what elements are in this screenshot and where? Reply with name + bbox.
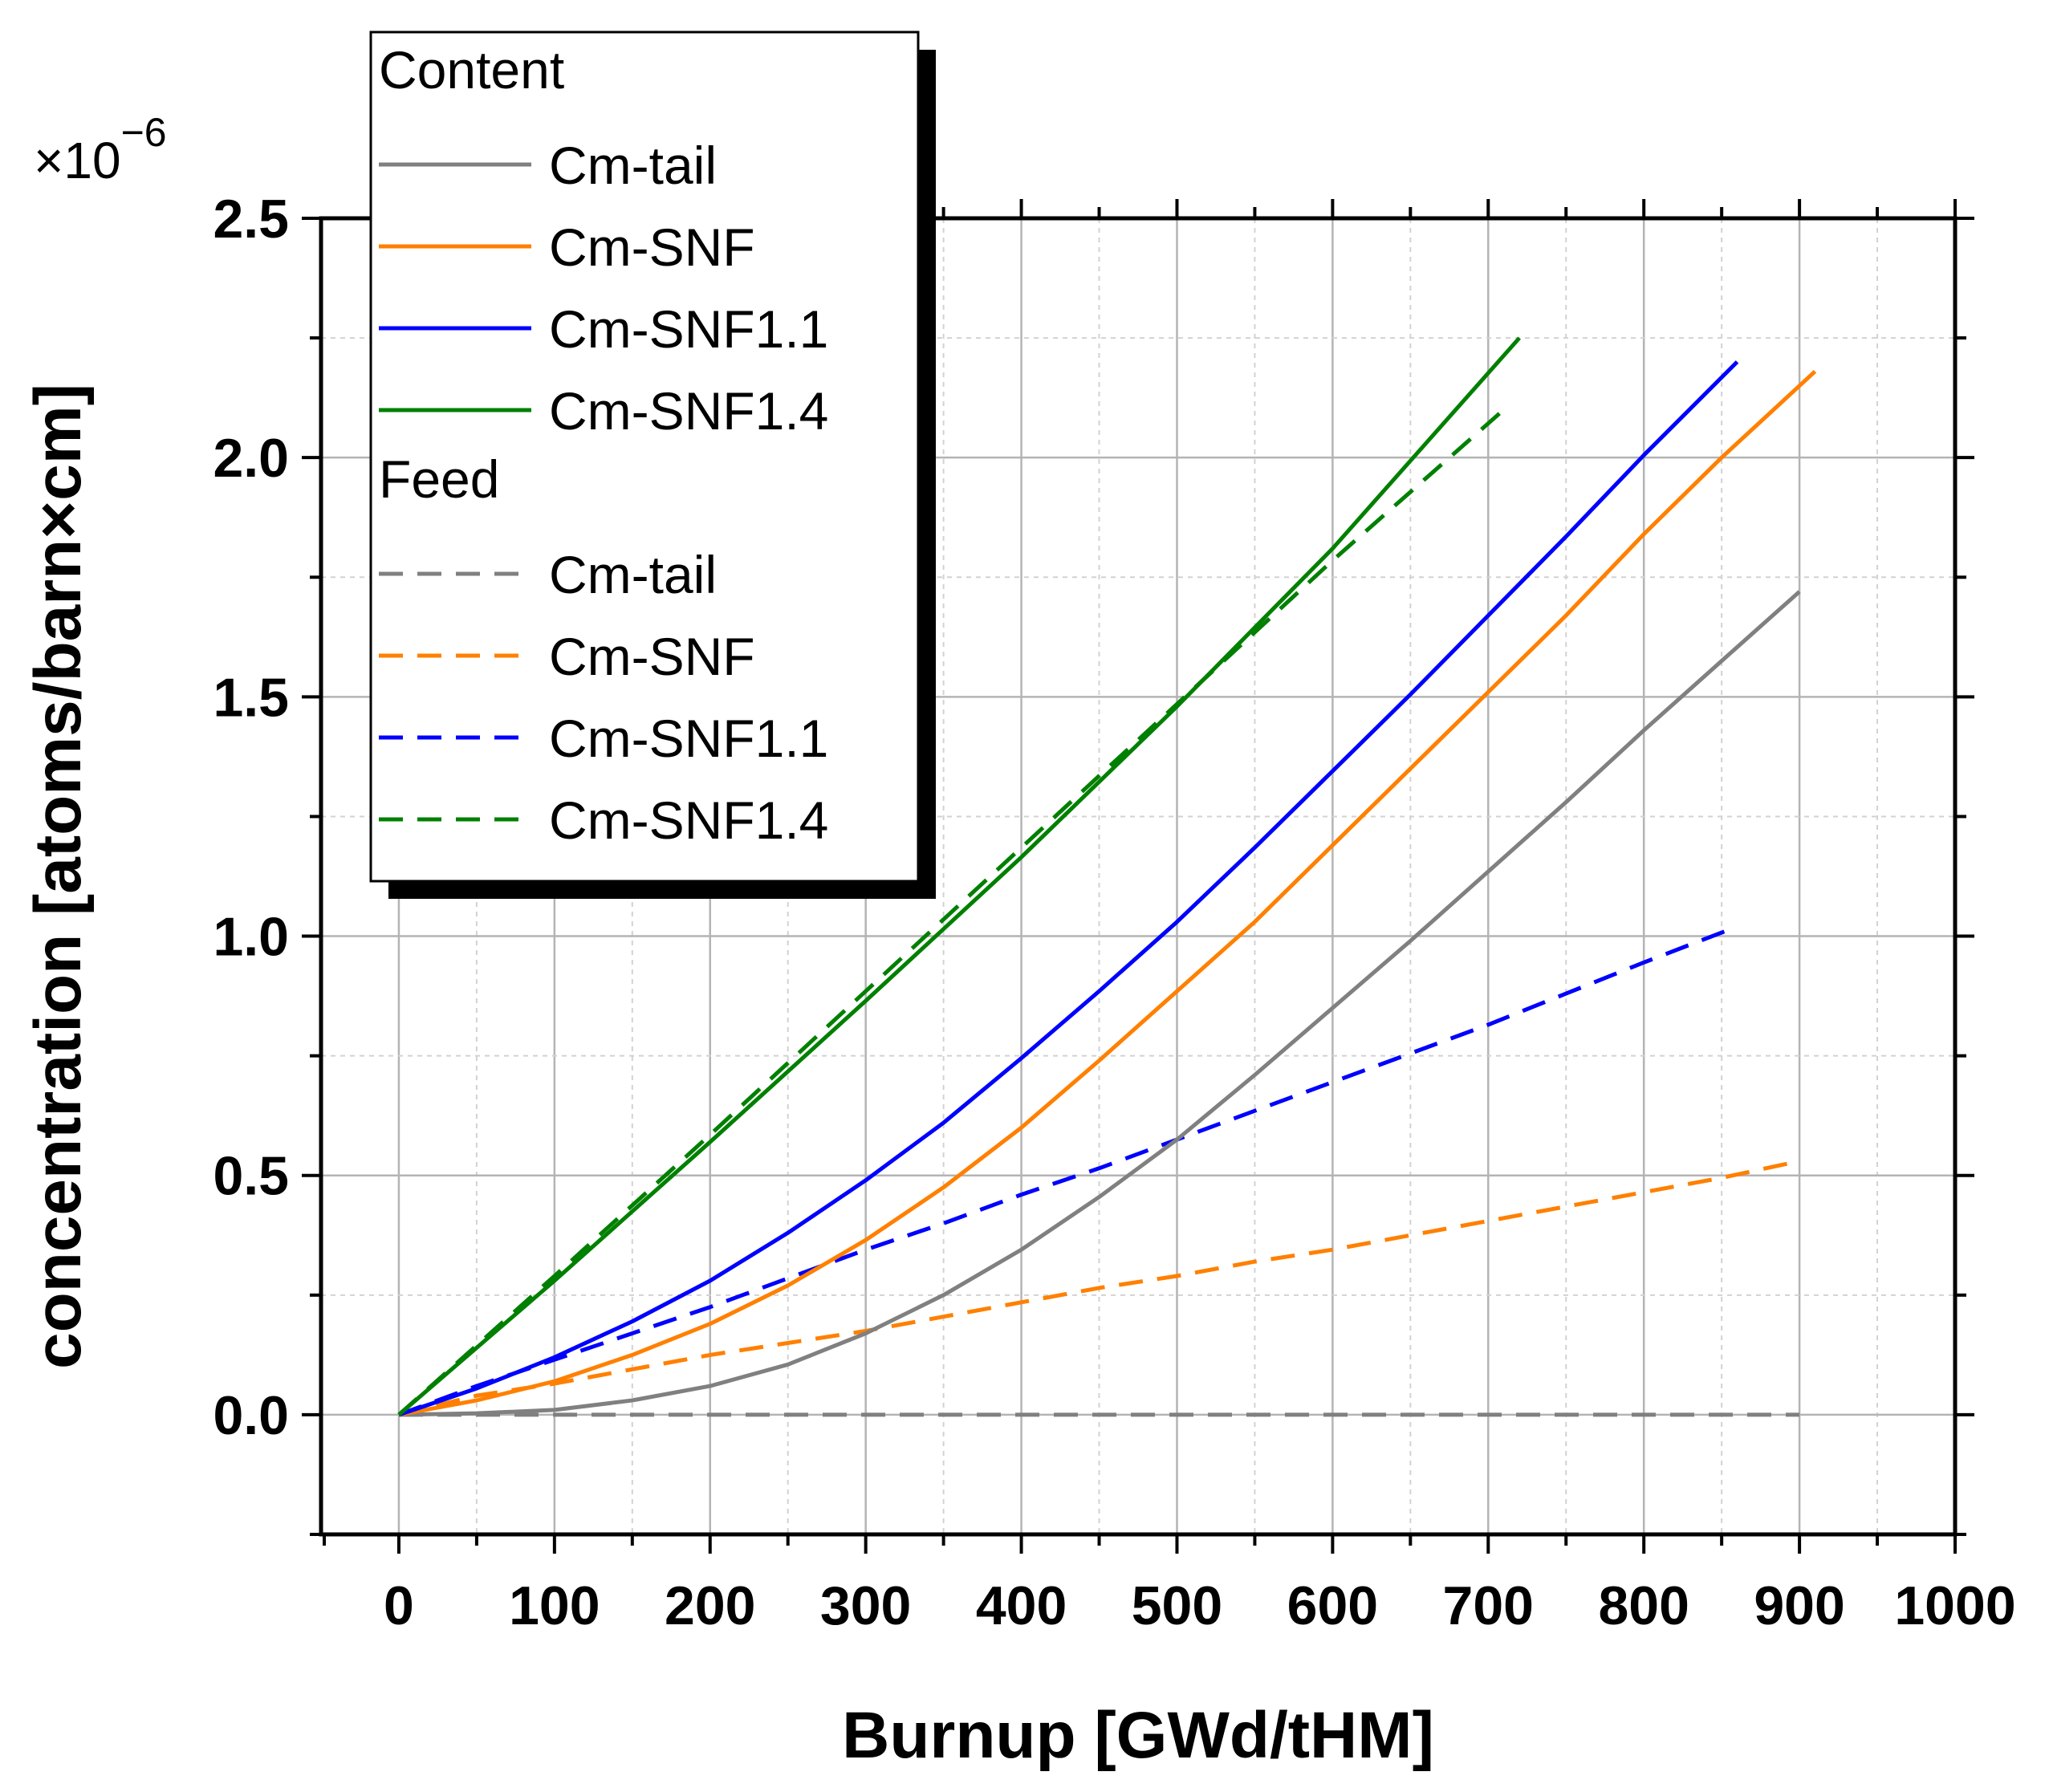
series-lines: [397, 336, 1817, 1417]
legend-items: Content Cm-tail Cm-SNF Cm-SNF1.1 Cm-SNF1.4 Fe…: [379, 40, 828, 850]
plot-area-frame: [319, 216, 1958, 1537]
legend-group-title: Feed: [379, 449, 499, 509]
legend: Content Cm-tail Cm-SNF Cm-SNF1.1 Cm-SNF1.4 Fe…: [369, 30, 936, 899]
y-tick-label: 0.5: [213, 1146, 289, 1207]
y-tick-label: 2.0: [213, 428, 289, 489]
y-axis-title: concentration [atoms/barn×cm]: [22, 384, 95, 1369]
x-tick-label: 200: [665, 1575, 755, 1636]
series-line-content-cm-snf: [398, 369, 1817, 1417]
y-axis-multiplier: ×10−6: [34, 110, 167, 189]
x-tick-label: 700: [1443, 1575, 1534, 1636]
legend-entry-label: Cm-SNF1.1: [549, 709, 828, 768]
legend-entry-label: Cm-SNF1.4: [549, 790, 828, 850]
x-tick-label: 100: [509, 1575, 600, 1636]
x-tick-label: 400: [976, 1575, 1067, 1636]
x-tick-label: 0: [384, 1575, 414, 1636]
y-axis-multiplier-base: ×10: [34, 132, 121, 189]
series-line-content-cm-snf1-4: [397, 336, 1521, 1416]
legend-entry-label: Cm-SNF: [549, 627, 755, 686]
x-tick-label: 600: [1287, 1575, 1378, 1636]
y-tick-label: 1.5: [213, 667, 289, 728]
y-axis-multiplier-exponent: −6: [121, 110, 167, 155]
y-tick-label: 0.0: [213, 1385, 289, 1446]
x-tick-label: 500: [1132, 1575, 1222, 1636]
legend-entry-label: Cm-tail: [549, 136, 717, 195]
series-line-content-cm-tail: [398, 590, 1801, 1417]
series-line-feed-cm-snf: [398, 1159, 1800, 1417]
x-tick-label: 900: [1754, 1575, 1844, 1636]
legend-group-title: Content: [379, 40, 564, 100]
axis-tick-labels: 0 100 200 300 400 500 600 700 800 900 1000 0.0 0.5 1.…: [213, 189, 2015, 1636]
legend-entry-label: Cm-SNF1.4: [549, 381, 828, 441]
legend-entry-label: Cm-tail: [549, 545, 717, 604]
series-line-feed-cm-snf1-1: [398, 924, 1738, 1417]
legend-entry-label: Cm-SNF: [549, 217, 755, 277]
y-tick-label: 2.5: [213, 189, 289, 250]
x-tick-label: 800: [1598, 1575, 1689, 1636]
series-line-content-cm-snf1-1: [398, 360, 1739, 1417]
x-tick-label: 300: [820, 1575, 911, 1636]
series-line-feed-cm-snf1-4: [397, 408, 1506, 1416]
legend-entry-label: Cm-SNF1.1: [549, 299, 828, 359]
x-axis-title: Burnup [GWd/tHM]: [842, 1699, 1434, 1772]
y-tick-label: 1.0: [213, 907, 289, 968]
x-tick-label: 1000: [1894, 1575, 2015, 1636]
legend-box: [369, 30, 920, 883]
